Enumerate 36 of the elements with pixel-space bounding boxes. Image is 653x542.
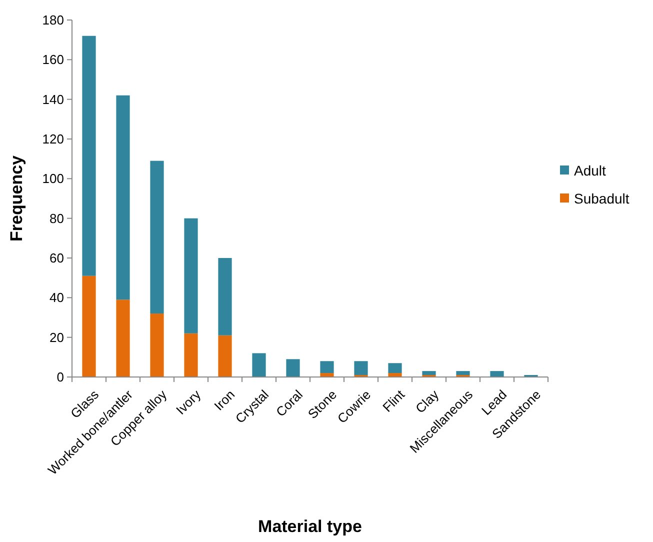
bar xyxy=(422,371,436,376)
bar xyxy=(286,359,300,377)
bar xyxy=(116,95,130,300)
bar xyxy=(490,371,504,377)
y-tick-label: 0 xyxy=(56,370,64,385)
bar xyxy=(218,258,232,336)
y-tick-label: 80 xyxy=(50,210,64,226)
legend-label: Subadult xyxy=(574,190,630,206)
y-tick-label: 20 xyxy=(50,330,64,345)
y-tick-label: 140 xyxy=(42,92,64,107)
bar xyxy=(116,300,130,377)
bar xyxy=(150,160,164,314)
legend-label: Adult xyxy=(574,162,606,178)
bar xyxy=(456,371,470,376)
bar xyxy=(252,353,266,377)
bar xyxy=(320,373,334,377)
bar xyxy=(388,373,402,377)
x-axis-title: Material type xyxy=(258,517,362,536)
bar xyxy=(354,361,368,376)
x-tick-label: Iron xyxy=(211,386,238,414)
y-tick-label: 60 xyxy=(50,250,64,266)
bar xyxy=(218,335,232,377)
y-tick-label: 100 xyxy=(42,171,64,186)
bar xyxy=(82,36,96,276)
y-tick-label: 120 xyxy=(42,132,64,147)
bar xyxy=(150,314,164,377)
bar xyxy=(82,276,96,377)
y-axis-title: Frequency xyxy=(7,154,26,242)
bar xyxy=(388,363,402,374)
bar xyxy=(184,333,198,377)
bar xyxy=(184,218,198,334)
x-tick-label: Flint xyxy=(380,386,408,415)
y-tick-label: 160 xyxy=(42,52,64,68)
bar xyxy=(320,361,334,374)
y-tick-label: 40 xyxy=(50,290,64,306)
y-tick-label: 180 xyxy=(42,12,64,28)
